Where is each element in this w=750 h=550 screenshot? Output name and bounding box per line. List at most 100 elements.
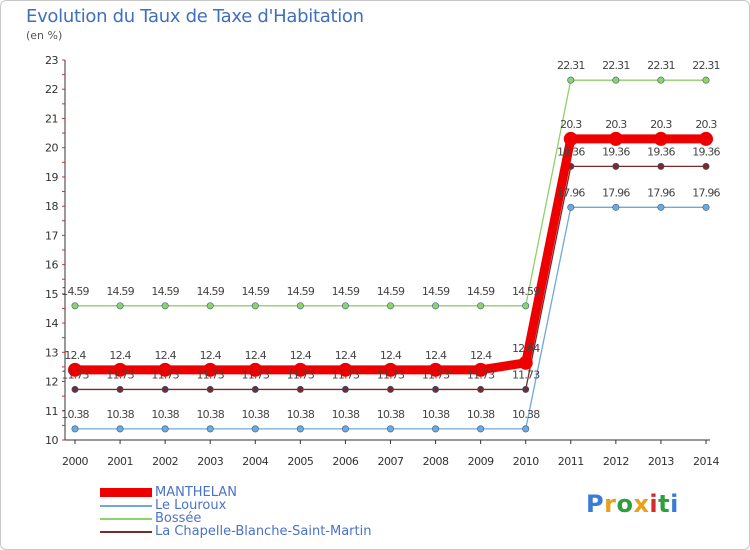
data-point [296, 425, 304, 433]
data-point [702, 203, 710, 211]
data-label: 12.4 [290, 349, 312, 362]
x-tick-label: 2014 [693, 455, 719, 468]
data-point [71, 385, 79, 393]
data-label: 14.59 [151, 285, 179, 298]
y-tick-label: 17 [45, 229, 58, 242]
data-label: 11.73 [512, 368, 540, 381]
data-label: 12.4 [245, 349, 267, 362]
data-label: 17.96 [647, 186, 675, 199]
data-point [522, 425, 530, 433]
data-point [341, 425, 349, 433]
logo-letter: r [604, 490, 617, 518]
data-label: 19.36 [647, 145, 675, 158]
data-label: 11.73 [196, 368, 224, 381]
series-la-chapelle-blanche-saint-martin [71, 162, 710, 393]
data-label: 10.38 [196, 408, 224, 421]
data-point [203, 362, 218, 377]
data-label: 11.73 [332, 368, 360, 381]
data-label: 11.73 [61, 368, 89, 381]
x-tick-label: 2005 [287, 455, 313, 468]
data-point [657, 76, 665, 84]
y-tick-label: 21 [45, 112, 58, 125]
data-point [68, 362, 82, 377]
y-tick-label: 20 [45, 142, 58, 155]
data-label: 11.73 [151, 368, 179, 381]
x-tick-label: 2000 [62, 455, 88, 468]
logo-letter: o [616, 490, 634, 518]
data-point [341, 302, 349, 310]
data-point [612, 203, 620, 211]
data-point [518, 355, 533, 370]
data-label: 10.38 [377, 408, 405, 421]
chart-subtitle: (en %) [26, 29, 63, 42]
data-point [116, 385, 124, 393]
data-point [473, 362, 488, 377]
data-label: 20.3 [695, 118, 717, 131]
data-label: 10.38 [287, 408, 315, 421]
data-label: 11.73 [467, 368, 495, 381]
data-point [338, 362, 353, 377]
legend-swatch [100, 530, 152, 533]
x-tick-label: 2002 [152, 455, 178, 468]
data-label: 12.4 [154, 349, 176, 362]
data-point [251, 425, 259, 433]
legend-label: Bossée [155, 511, 202, 526]
data-label: 12.4 [200, 349, 222, 362]
data-point [116, 302, 124, 310]
y-tick-label: 11 [45, 405, 58, 418]
data-label: 14.59 [422, 285, 450, 298]
legend-label: Le Louroux [155, 498, 227, 513]
x-tick-label: 2006 [332, 455, 358, 468]
data-point [248, 362, 263, 377]
series-line [70, 134, 711, 375]
legend-item: Bossée [100, 511, 371, 526]
logo-letter: t [658, 490, 671, 518]
legend-item: MANTHELAN [100, 485, 371, 500]
data-label: 14.59 [377, 285, 405, 298]
data-label: 19.36 [692, 145, 720, 158]
data-point [296, 385, 304, 393]
data-point [71, 425, 79, 433]
data-point [383, 362, 398, 377]
data-label: 11.73 [242, 368, 270, 381]
y-tick-label: 13 [45, 346, 58, 359]
data-label: 10.38 [151, 408, 179, 421]
legend-label: MANTHELAN [155, 485, 237, 500]
data-point [341, 385, 349, 393]
data-label: 14.59 [512, 285, 540, 298]
data-point [653, 131, 668, 146]
data-point [161, 385, 169, 393]
data-point [567, 203, 575, 211]
data-point [657, 203, 665, 211]
data-label: 10.38 [332, 408, 360, 421]
data-point [386, 425, 394, 433]
y-tick-label: 16 [45, 259, 58, 272]
x-tick-label: 2007 [378, 455, 404, 468]
data-label: 10.38 [422, 408, 450, 421]
x-tick-label: 2010 [513, 455, 539, 468]
series-boss-e [71, 76, 710, 310]
legend-swatch [100, 504, 152, 507]
data-label: 12.4 [64, 349, 86, 362]
data-label: 10.38 [61, 408, 89, 421]
chart-legend: MANTHELAN Le Louroux Bossée La Chapelle-Bla… [100, 485, 371, 539]
data-label: 22.31 [602, 59, 630, 72]
data-point [477, 302, 485, 310]
data-label: 14.59 [242, 285, 270, 298]
data-point [567, 76, 575, 84]
data-point [522, 385, 530, 393]
data-point [432, 302, 440, 310]
data-point [293, 362, 308, 377]
series-manthelan [68, 131, 713, 377]
y-tick-label: 12 [45, 376, 58, 389]
data-label: 11.73 [377, 368, 405, 381]
data-point [563, 131, 578, 146]
y-tick-label: 10 [45, 434, 58, 447]
data-label: 17.96 [602, 186, 630, 199]
data-point [251, 385, 259, 393]
data-label: 12.4 [425, 349, 447, 362]
chart-title: Evolution du Taux de Taxe d'Habitation [26, 6, 364, 27]
data-label: 10.38 [467, 408, 495, 421]
y-tick-label: 15 [45, 288, 58, 301]
